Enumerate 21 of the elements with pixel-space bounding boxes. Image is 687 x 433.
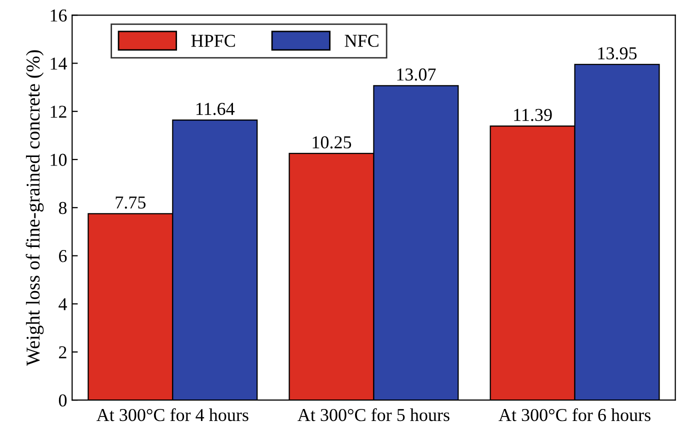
data-label: 11.39 <box>514 108 552 122</box>
y-tick-label: 8 <box>58 202 67 214</box>
data-label: 13.07 <box>397 68 436 81</box>
legend-label: NFC <box>344 34 378 47</box>
y-tick-label: 2 <box>59 346 66 358</box>
legend-label: HPFC <box>191 34 235 47</box>
y-tick-label: 6 <box>59 250 67 262</box>
x-tick-label: At 300°C for 5 hours <box>298 408 450 422</box>
y-tick-label: 10 <box>50 154 67 166</box>
y-tick-label: 14 <box>50 58 67 70</box>
y-tick-label: 0 <box>58 394 67 407</box>
x-tick-label: At 300°C for 6 hours <box>498 408 650 422</box>
data-label: 13.95 <box>598 47 637 60</box>
y-tick-label: 12 <box>50 106 66 118</box>
data-label: 11.64 <box>196 102 235 116</box>
y-axis-title: Weight loss of fine-grained concrete (%) <box>26 50 44 366</box>
y-tick-label: 4 <box>58 298 67 310</box>
x-tick-label: At 300°C for 4 hours <box>96 408 248 422</box>
data-label: 10.25 <box>312 136 352 149</box>
data-label: 7.75 <box>116 196 146 209</box>
y-tick-label: 16 <box>50 9 67 22</box>
